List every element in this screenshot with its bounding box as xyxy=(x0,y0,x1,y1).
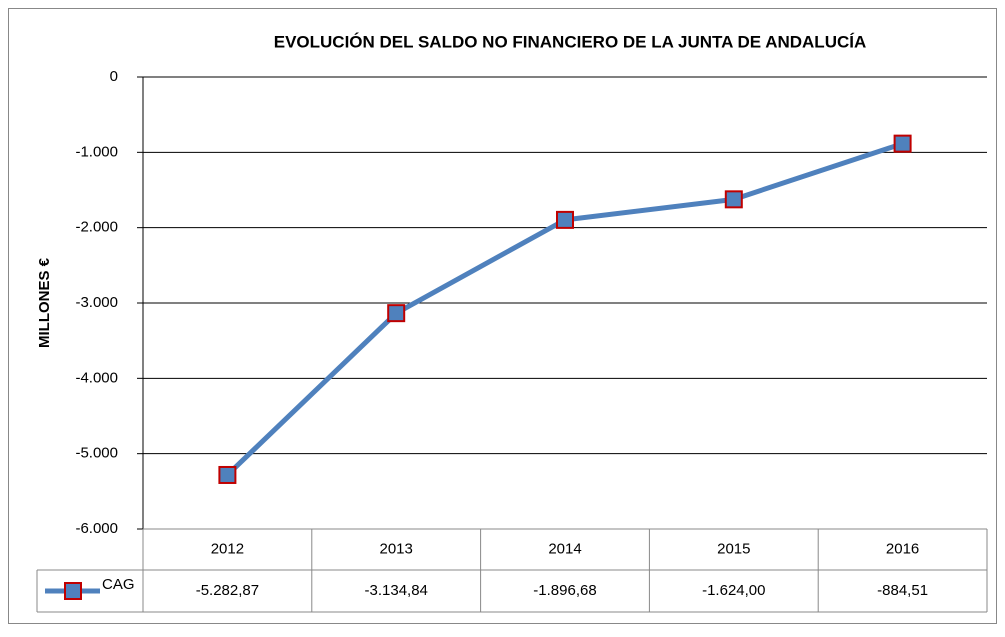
y-tick-label: -6.000 xyxy=(75,520,118,537)
y-tick-label: -3.000 xyxy=(75,294,118,311)
y-tick-label: -5.000 xyxy=(75,445,118,462)
x-tick-label: 2015 xyxy=(717,540,750,557)
table-value: -884,51 xyxy=(877,582,928,599)
marker xyxy=(893,134,912,153)
marker xyxy=(556,210,574,229)
marker xyxy=(724,190,743,209)
chart-border xyxy=(8,8,997,624)
table-value: -1.624,00 xyxy=(702,582,765,599)
x-tick-label: 2012 xyxy=(211,540,244,557)
table-value: -3.134,84 xyxy=(365,582,428,599)
y-tick-label: -2.000 xyxy=(75,219,118,236)
legend-label: CAG xyxy=(102,576,135,593)
y-tick-label: -4.000 xyxy=(75,369,118,386)
x-tick-label: 2013 xyxy=(380,540,413,557)
y-tick-label: -1.000 xyxy=(75,143,118,160)
chart-title: EVOLUCIÓN DEL SALDO NO FINANCIERO DE LA … xyxy=(274,32,867,51)
legend-marker xyxy=(64,582,82,600)
x-tick-label: 2016 xyxy=(886,540,919,557)
table-value: -1.896,68 xyxy=(533,582,596,599)
y-axis-label: MILLONES € xyxy=(36,257,53,348)
y-tick-label: 0 xyxy=(110,68,118,85)
table-value: -5.282,87 xyxy=(196,582,259,599)
marker xyxy=(218,465,237,484)
marker xyxy=(387,304,406,323)
x-tick-label: 2014 xyxy=(548,540,581,557)
